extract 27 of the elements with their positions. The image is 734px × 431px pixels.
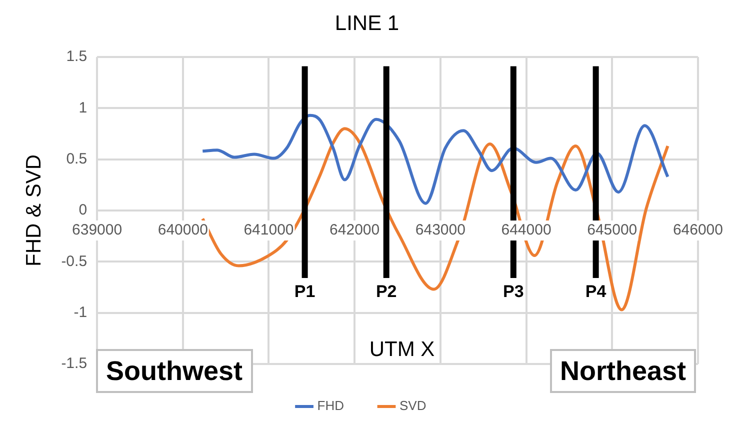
x-tick-label: 642000 xyxy=(330,222,380,239)
y-tick-label: -1 xyxy=(74,304,88,321)
y-tick-label: -1.5 xyxy=(61,355,88,372)
line-series xyxy=(201,114,670,205)
y-axis-title: FHD & SVD xyxy=(22,154,46,267)
x-tick-label: 646000 xyxy=(672,222,724,239)
x-tick-label: 643000 xyxy=(415,222,466,239)
x-axis-title: UTM X xyxy=(369,338,435,361)
annotation: Southwest xyxy=(96,349,253,393)
y-tick-label: 0.5 xyxy=(66,150,88,168)
y-tick-label: 1.5 xyxy=(66,48,88,66)
chart-title: LINE 1 xyxy=(334,12,400,36)
x-tick-label: 639000 xyxy=(72,222,122,239)
x-tick-label: 640000 xyxy=(158,222,208,239)
y-tick-label: 0 xyxy=(78,202,88,219)
y-tick-label: 1 xyxy=(78,99,88,116)
x-tick-label: 644000 xyxy=(501,222,552,239)
ref-line-label: P1 xyxy=(294,282,316,302)
ref-line-label: P2 xyxy=(376,282,397,302)
x-tick-label: 645000 xyxy=(587,222,638,239)
ref-line-label: P3 xyxy=(503,282,524,302)
x-tick-label: 641000 xyxy=(244,222,294,239)
annotation: Northeast xyxy=(550,349,696,393)
y-tick-label: -0.5 xyxy=(61,252,88,270)
ref-line-label: P4 xyxy=(585,282,607,302)
legend-label: SVD xyxy=(399,398,426,414)
legend-label: FHD xyxy=(317,398,344,414)
